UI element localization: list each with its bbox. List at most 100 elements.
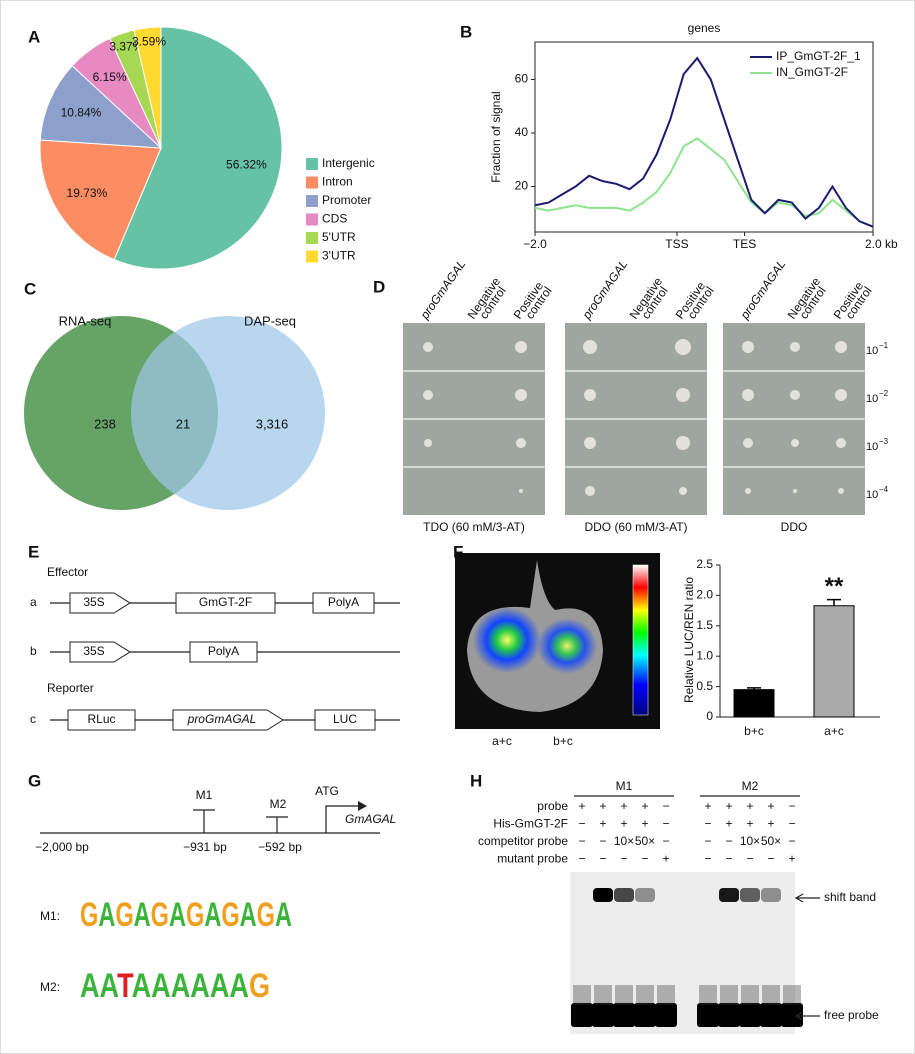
free-band <box>781 1003 803 1027</box>
colony <box>836 438 846 448</box>
cell: 10× <box>740 834 760 848</box>
bar <box>813 605 855 718</box>
line-series <box>534 56 874 228</box>
cell: − <box>641 852 648 866</box>
cell: − <box>746 852 753 866</box>
cell: − <box>662 817 669 831</box>
colony <box>423 390 433 400</box>
colony <box>584 389 596 401</box>
free-band <box>592 1003 614 1027</box>
panel-label: D <box>373 277 385 296</box>
pie-slice <box>39 65 163 149</box>
colony <box>743 438 753 448</box>
promoter-label: M2 <box>270 797 287 811</box>
colony <box>515 341 527 353</box>
x-tick-label: 2.0 kb <box>865 237 898 251</box>
venn-label: 3,316 <box>256 416 289 431</box>
motif-label: M2: <box>40 980 60 994</box>
m2-site <box>266 816 288 833</box>
cell: 50× <box>635 834 655 848</box>
pie-slice <box>113 26 283 270</box>
plot-frame <box>534 41 874 233</box>
row-label: mutant probe <box>497 852 568 866</box>
cell: − <box>599 834 606 848</box>
arrow-head <box>358 801 367 811</box>
colony <box>424 439 432 447</box>
smear <box>594 985 612 1005</box>
y-tick-label: 60 <box>515 72 529 86</box>
free-band <box>697 1003 719 1027</box>
cell: − <box>704 817 711 831</box>
cell: 10× <box>614 834 634 848</box>
colony <box>835 389 847 401</box>
shift-arrow <box>794 893 820 903</box>
free-band <box>718 1003 740 1027</box>
construct-part: RLuc <box>87 712 115 726</box>
row-label: probe <box>537 799 568 813</box>
pie-slice <box>133 26 162 149</box>
construct-box <box>312 592 375 614</box>
cell: + <box>767 817 774 831</box>
cell: − <box>767 852 774 866</box>
venn-right <box>131 316 325 510</box>
free-band <box>571 1003 593 1027</box>
slice-label: 3.59% <box>132 34 166 48</box>
dilution-base: 10 <box>866 441 878 453</box>
leaf-label: b+c <box>553 734 573 748</box>
promoter-label: M1 <box>196 788 213 802</box>
construct-part: LUC <box>333 712 357 726</box>
legend-swatch <box>306 195 318 207</box>
cell: + <box>704 799 711 813</box>
colony <box>679 487 687 495</box>
medium-label: TDO (60 mM/3-AT) <box>423 520 525 534</box>
y-tick-label: 1.5 <box>696 618 713 632</box>
luc-signal <box>537 618 597 674</box>
smear <box>783 985 801 1005</box>
construct-label: b <box>30 644 37 658</box>
shift-band <box>719 888 739 902</box>
construct-box <box>175 592 276 614</box>
cell: + <box>746 817 753 831</box>
cell: + <box>788 852 795 866</box>
colony <box>745 488 751 494</box>
cell: + <box>662 852 669 866</box>
legend-swatch <box>306 232 318 244</box>
y-tick-label: 2.0 <box>696 588 713 602</box>
y-tick-label: 20 <box>515 179 529 193</box>
band-label: free probe <box>824 1008 879 1022</box>
cell: − <box>578 834 585 848</box>
line-series <box>534 137 874 228</box>
shift-band <box>740 888 760 902</box>
row-label: competitor probe <box>478 834 568 848</box>
bar <box>733 689 775 718</box>
colony <box>516 438 526 448</box>
construct-label: c <box>30 712 36 726</box>
construct-box <box>189 641 258 663</box>
legend-label: Intergenic <box>322 156 375 170</box>
x-tick-label: TSS <box>665 237 688 251</box>
cell: + <box>767 799 774 813</box>
free-band <box>739 1003 761 1027</box>
chart-title: genes <box>688 21 721 35</box>
venn-label: DAP-seq <box>244 313 296 328</box>
legend-label: 5'UTR <box>322 230 356 244</box>
construct-box <box>314 709 376 731</box>
promoter-label: ATG <box>315 784 339 798</box>
free-arrow <box>794 1011 820 1021</box>
legend-swatch <box>306 158 318 170</box>
smear <box>720 985 738 1005</box>
dilution-exp: −1 <box>879 341 889 350</box>
cell: − <box>725 834 732 848</box>
construct-box <box>67 709 136 731</box>
cell: + <box>746 799 753 813</box>
y-axis-label: Relative LUC/REN ratio <box>682 577 696 703</box>
y-tick-label: 0.5 <box>696 679 713 693</box>
cell: − <box>578 817 585 831</box>
leaf-label: a+c <box>492 734 512 748</box>
luc-signal <box>473 607 541 673</box>
venn-label: 21 <box>176 416 190 431</box>
legend-swatch <box>306 176 318 189</box>
medium-label: DDO <box>781 520 808 534</box>
annotation: ** <box>825 573 844 600</box>
